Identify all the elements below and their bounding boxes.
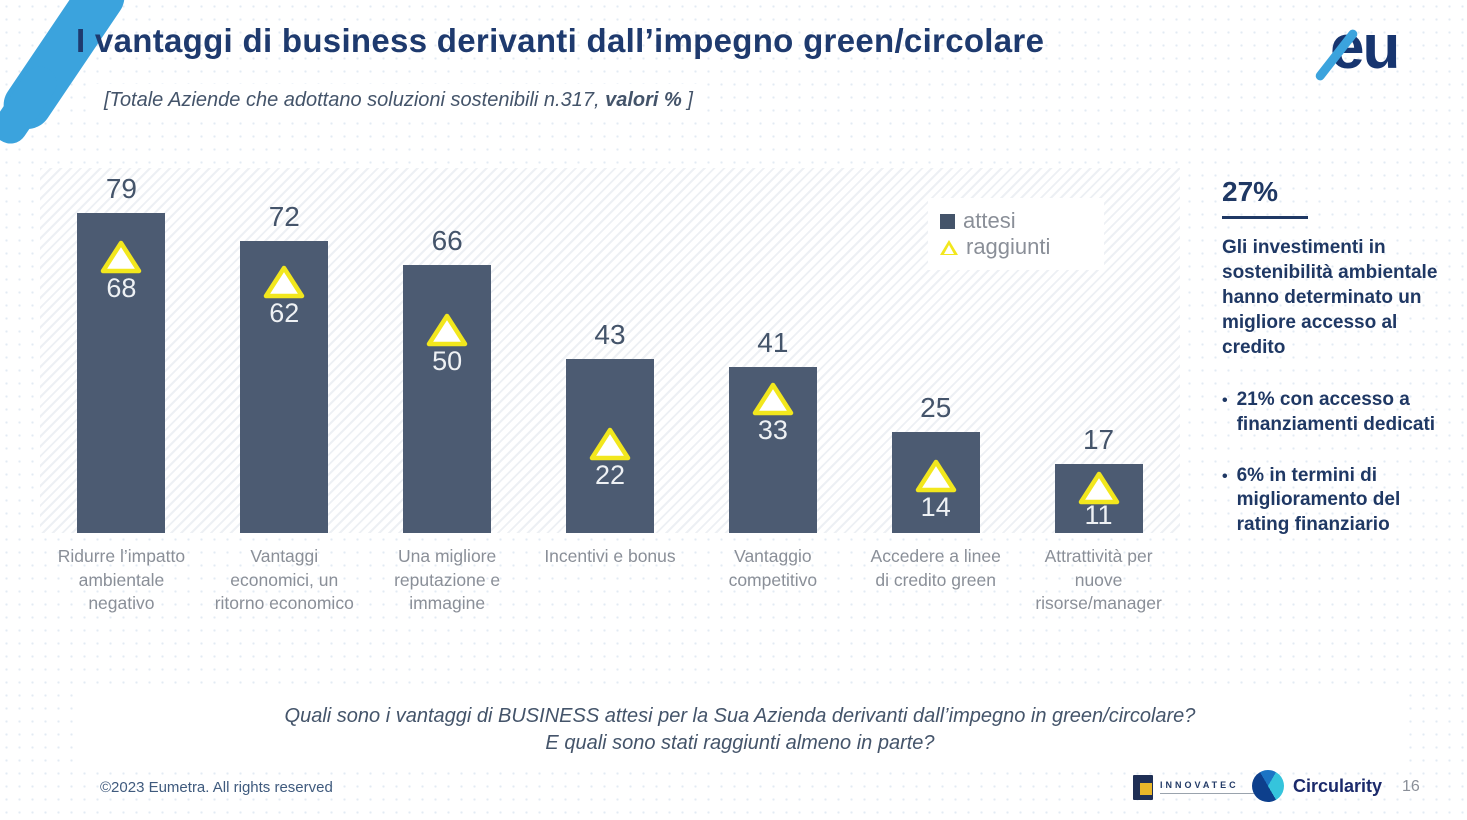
subtitle: [Totale Aziende che adottano soluzioni s… xyxy=(92,84,705,117)
legend-label: raggiunti xyxy=(966,234,1051,259)
triangle-marker-raggiunti-icon xyxy=(101,240,142,274)
stat-underline xyxy=(1222,216,1308,219)
stat-value: 27% xyxy=(1222,176,1279,207)
triangle-marker-raggiunti-icon xyxy=(589,427,631,461)
bullet-dot-icon: • xyxy=(1222,467,1228,485)
category-labels: Ridurre l’impatto ambientale negativo Van… xyxy=(40,545,1180,645)
triangle-marker-raggiunti-icon xyxy=(1078,472,1119,505)
category-label: Ridurre l’impatto ambientale negativo xyxy=(57,546,186,614)
bar-value-label: 66 xyxy=(431,225,463,257)
bullet-item: • 21% con accesso a finanziamenti dedicat… xyxy=(1222,388,1450,437)
triangle-marker-raggiunti-icon xyxy=(426,313,468,347)
question-box: Quali sono i vantaggi di BUSINESS attesi… xyxy=(80,693,1400,767)
marker-value-label: 11 xyxy=(1084,500,1113,530)
bullet-text: 6% in termini di miglioramento del ratin… xyxy=(1236,464,1401,536)
bullet-dot-icon: • xyxy=(1222,392,1228,410)
copyright-text: ©2023 Eumetra. All rights reserved xyxy=(100,779,333,796)
bar-value-label: 43 xyxy=(594,318,626,350)
marker-value-label: 33 xyxy=(757,415,788,446)
bullet-text: 21% con accesso a finanziamenti dedicati xyxy=(1236,389,1436,436)
chart-legend: attesi raggiunti xyxy=(928,198,1104,270)
subtitle-suffix: ] xyxy=(681,89,693,111)
category-label: Attrattività per nuove risorse/manager xyxy=(1035,546,1162,614)
side-panel: 27% Gli investimenti in sostenibilità am… xyxy=(1222,176,1450,564)
category-label: Vantaggi economici, un ritorno economico xyxy=(214,546,354,614)
marker-value-label: 68 xyxy=(106,273,137,304)
triangle-marker-raggiunti-icon xyxy=(915,459,956,493)
category-label: Vantaggio competitivo xyxy=(728,546,818,590)
triangle-marker-raggiunti-icon xyxy=(264,265,305,298)
stat-paragraph: Gli investimenti in sostenibilità ambien… xyxy=(1222,237,1438,359)
circularity-logo: Circularity xyxy=(1252,770,1382,802)
circularity-pie-icon xyxy=(1252,770,1284,802)
eumetra-logo: eu xyxy=(1313,8,1440,88)
bar-attesi xyxy=(403,265,492,533)
innovatec-logo: INNOVATEC xyxy=(1133,775,1264,800)
innovatec-label: INNOVATEC xyxy=(1160,780,1239,790)
innovatec-icon xyxy=(1133,775,1153,800)
bullet-item: • 6% in termini di miglioramento del rati… xyxy=(1222,464,1450,538)
bar-value-label: 72 xyxy=(268,201,300,232)
subtitle-bold: valori % xyxy=(605,89,682,111)
triangle-marker-raggiunti-icon xyxy=(752,382,794,416)
legend-triangle-icon xyxy=(940,239,958,255)
page-number: 16 xyxy=(1402,778,1420,795)
bar-value-label: 17 xyxy=(1082,424,1115,456)
bar-value-label: 25 xyxy=(920,391,952,423)
category-label: Una migliore reputazione e immagine xyxy=(394,546,501,614)
question-line-1: Quali sono i vantaggi di BUSINESS attesi… xyxy=(284,705,1196,727)
bullet-list: • 21% con accesso a finanziamenti dedicat… xyxy=(1222,388,1450,537)
bar-value-label: 41 xyxy=(757,326,789,358)
page-title: I vantaggi di business derivanti dall’im… xyxy=(76,22,1045,59)
legend-item: attesi xyxy=(940,208,1092,234)
innovatec-rule xyxy=(1160,793,1264,794)
marker-value-label: 22 xyxy=(594,459,626,490)
legend-label: attesi xyxy=(963,208,1016,233)
bar-value-label: 79 xyxy=(105,172,137,204)
marker-value-label: 50 xyxy=(432,346,463,377)
marker-value-label: 14 xyxy=(920,492,951,523)
legend-item: raggiunti xyxy=(940,234,1092,260)
legend-square-icon xyxy=(940,213,955,229)
category-label: Accedere a linee di credito green xyxy=(870,546,1001,590)
marker-value-label: 62 xyxy=(269,297,300,328)
category-label: Incentivi e bonus xyxy=(544,546,676,566)
circularity-label: Circularity xyxy=(1293,775,1383,796)
innovatec-text: INNOVATEC xyxy=(1160,775,1264,794)
question-line-2: E quali sono stati raggiunti almeno in p… xyxy=(545,732,935,754)
subtitle-prefix: [Totale Aziende che adottano soluzioni s… xyxy=(104,89,606,111)
